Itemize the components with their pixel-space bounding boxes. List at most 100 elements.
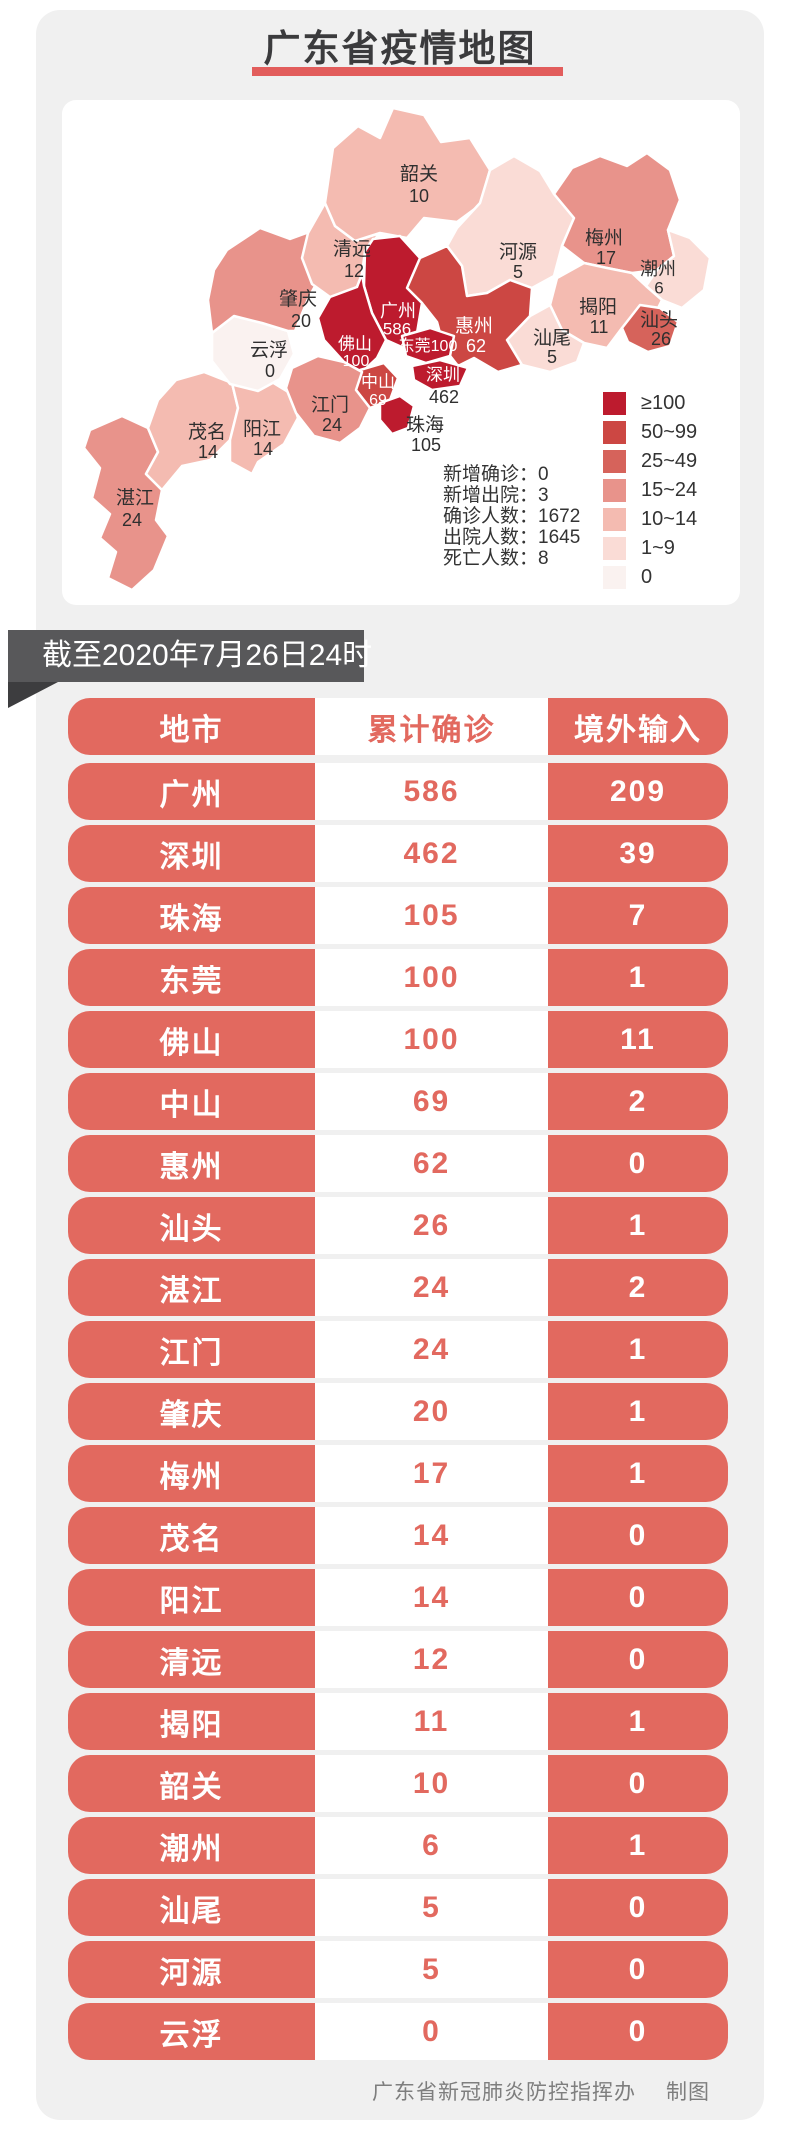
map-label-foshan: 100 [343,353,370,370]
map-label-jiangmen: 24 [322,415,342,435]
imported-cell: 0 [548,1755,728,1812]
table-row: 湛江 24 2 [68,1259,728,1316]
map-region-shenzhen [410,358,470,392]
imported-cell: 2 [548,1259,728,1316]
table-row: 韶关 10 0 [68,1755,728,1812]
map-label-zhongshan: 中山 [361,372,395,391]
city-cell: 汕头 [68,1197,315,1254]
header-confirmed: 累计确诊 [315,698,548,755]
stat-line: 出院人数：1645 [443,527,581,548]
map-label-shanwei: 汕尾 [533,327,571,349]
map-label-foshan: 佛山 [338,334,372,353]
imported-cell: 1 [548,1321,728,1378]
map-label-zhaoqing: 肇庆 [279,288,317,310]
confirmed-cell: 24 [315,1321,548,1378]
table-header-row: 地市 累计确诊 境外输入 [68,698,728,755]
map-label-qingyuan: 12 [344,261,364,281]
legend-item: 25~49 [603,450,697,473]
confirmed-cell: 69 [315,1073,548,1130]
city-cell: 汕尾 [68,1879,315,1936]
city-cell: 湛江 [68,1259,315,1316]
confirmed-cell: 62 [315,1135,548,1192]
map-label-shenzhen: 462 [429,387,459,407]
confirmed-cell: 14 [315,1507,548,1564]
stats-block: 新增确诊：0 新增出院：3 确诊人数：1672 出院人数：1645 死亡人数：8 [443,464,580,569]
map-label-zhanjiang: 24 [122,510,142,530]
imported-cell: 7 [548,887,728,944]
city-cell: 梅州 [68,1445,315,1502]
city-cell: 惠州 [68,1135,315,1192]
legend-swatch [603,450,626,473]
map-label-zhaoqing: 20 [291,311,311,331]
map-label-shantou: 汕头 [640,309,678,331]
table-row: 中山 69 2 [68,1073,728,1130]
confirmed-cell: 586 [315,763,548,820]
table-row: 汕头 26 1 [68,1197,728,1254]
table-row: 云浮 0 0 [68,2003,728,2060]
map-label-jieyang: 11 [590,317,609,337]
confirmed-cell: 5 [315,1941,548,1998]
imported-cell: 0 [548,1569,728,1626]
legend-label: 50~99 [641,421,698,443]
map-label-zhanjiang: 湛江 [116,487,154,509]
confirmed-cell: 12 [315,1631,548,1688]
map-region-shanwei [505,303,586,374]
map-label-jieyang: 揭阳 [579,296,617,318]
imported-cell: 0 [548,1941,728,1998]
confirmed-cell: 10 [315,1755,548,1812]
confirmed-cell: 5 [315,1879,548,1936]
confirmed-cell: 100 [315,949,548,1006]
guangdong-map: 湛江24茂名14阳江14云浮0肇庆20清远12韶关10河源5梅州17潮州6揭阳1… [82,106,712,592]
table-row: 河源 5 0 [68,1941,728,1998]
legend-label: 10~14 [641,508,698,530]
table-row: 茂名 14 0 [68,1507,728,1564]
footer-org: 广东省新冠肺炎防控指挥办 [372,2081,636,2104]
map-region-meizhou [552,151,682,275]
map-region-zhaoqing [206,226,327,335]
map-label-meizhou: 梅州 [585,227,623,249]
imported-cell: 1 [548,1383,728,1440]
map-label-meizhou: 17 [596,248,616,268]
legend-label: 0 [641,566,653,588]
banner-fold-corner [8,682,58,708]
title-underline [252,67,563,76]
city-cell: 茂名 [68,1507,315,1564]
map-label-shantou: 26 [651,329,671,349]
map-label-heyuan: 河源 [499,241,537,263]
imported-cell: 0 [548,1507,728,1564]
map-label-dongguan: 东莞100 [399,337,458,355]
table-row: 珠海 105 7 [68,887,728,944]
map-region-zhuhai [378,394,416,436]
imported-cell: 11 [548,1011,728,1068]
legend-label: 25~49 [641,450,698,472]
map-label-zhuhai: 105 [411,435,441,455]
city-cell: 珠海 [68,887,315,944]
map-label-zhongshan: 69 [369,392,387,409]
confirmed-cell: 462 [315,825,548,882]
city-cell: 韶关 [68,1755,315,1812]
map-label-maoming: 茂名 [188,421,226,443]
map-label-zhuhai: 珠海 [406,414,444,436]
map-panel: 湛江 24 茂名 14 阳江 14 云浮 0 肇庆 20 清远 12 韶关 10 河源 5 梅州 17 潮州 6 揭阳 1… [62,100,740,605]
legend-swatch [603,421,626,444]
map-label-yangjiang: 阳江 [243,418,281,440]
footer-credit: 广东省新冠肺炎防控指挥办 制图 [0,2076,710,2106]
map-region-shantou [620,303,680,354]
city-cell: 肇庆 [68,1383,315,1440]
map-label-huizhou: 62 [466,336,486,356]
legend-item: 1~9 [603,537,697,560]
map-region-foshan [316,272,388,374]
stat-line: 死亡人数：8 [443,548,549,569]
legend-label: 15~24 [641,479,698,501]
confirmed-cell: 14 [315,1569,548,1626]
imported-cell: 1 [548,1445,728,1502]
table-row: 潮州 6 1 [68,1817,728,1874]
legend-item: 50~99 [603,421,697,444]
legend-swatch [603,566,626,589]
map-label-yunfu: 0 [265,361,275,381]
map-label-shenzhen: 深圳 [426,365,460,384]
confirmed-cell: 26 [315,1197,548,1254]
legend-swatch [603,479,626,502]
city-cell: 广州 [68,763,315,820]
map-label-jiangmen: 江门 [311,394,349,416]
